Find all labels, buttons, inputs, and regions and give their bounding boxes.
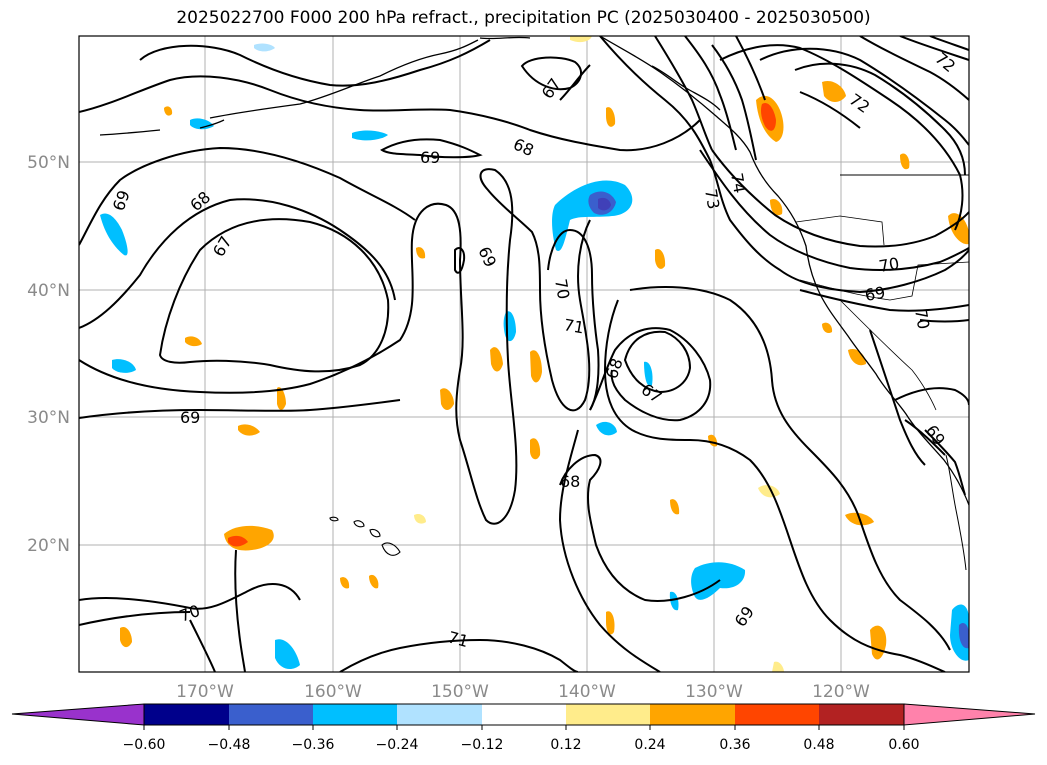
- positive-anomaly-patch: [120, 626, 132, 648]
- positive-anomaly-patch: [414, 513, 426, 524]
- coastlines: [99, 36, 969, 571]
- negative-anomaly-patch: [958, 623, 969, 649]
- positive-anomaly-patch: [369, 574, 379, 589]
- positive-anomaly-patch: [848, 348, 866, 366]
- latitude-labels: 50°N 40°N 30°N 20°N: [27, 153, 70, 556]
- colorbar-bin: [566, 704, 650, 725]
- map-frame: [78, 35, 970, 673]
- colorbar-bin: [229, 704, 313, 725]
- colorbar-tick-label: 0.36: [719, 737, 750, 753]
- negative-anomaly-patch: [190, 118, 214, 130]
- colorbar-bin: [650, 704, 735, 725]
- longitude-labels: 170°W 160°W 150°W 140°W 130°W 120°W: [176, 682, 870, 702]
- colorbar-tick-label: 0.48: [803, 737, 834, 753]
- negative-anomaly-patch: [598, 197, 611, 211]
- colorbar-bin: [735, 704, 819, 725]
- lon-label-120w: 120°W: [812, 682, 870, 702]
- colorbar-bin: [313, 704, 397, 725]
- positive-anomaly-patch: [277, 387, 286, 410]
- negative-anomaly-patch: [112, 359, 136, 373]
- positive-anomaly-patch: [772, 661, 784, 672]
- contour-label: 74: [727, 171, 749, 194]
- positive-anomaly-patch: [670, 499, 680, 515]
- negative-anomaly-patch: [352, 130, 388, 141]
- negative-anomaly-patch: [275, 639, 300, 670]
- colorbar-tick-label: −0.36: [292, 737, 335, 753]
- negative-anomaly-patch: [596, 421, 617, 436]
- positive-anomaly-patch: [822, 322, 833, 334]
- positive-anomaly-patch: [530, 438, 541, 460]
- colorbar-tick-label: 0.12: [550, 737, 581, 753]
- positive-anomaly-patch: [570, 36, 592, 43]
- positive-anomaly-patch: [770, 198, 783, 216]
- colorbar-bin: [397, 704, 482, 725]
- positive-anomaly-patch: [948, 213, 969, 245]
- chart-title: 2025022700 F000 200 hPa refract., precip…: [176, 8, 871, 28]
- colorbar-bin: [819, 704, 904, 725]
- positive-anomaly-patch: [606, 611, 615, 635]
- lon-label-140w: 140°W: [558, 682, 616, 702]
- lon-label-150w: 150°W: [431, 682, 489, 702]
- contour-label: 70: [911, 307, 933, 330]
- colorbar-under-extension: [11, 703, 145, 726]
- positive-anomaly-patch: [655, 248, 666, 269]
- positive-anomaly-patch: [900, 153, 910, 170]
- positive-anomaly-patch: [530, 350, 542, 383]
- lon-label-130w: 130°W: [685, 682, 743, 702]
- negative-anomaly-patch: [644, 361, 653, 387]
- colorbar-tick-label: 0.24: [634, 737, 665, 753]
- contour-label: 69: [420, 148, 440, 167]
- colorbar-tick-label: −0.60: [123, 737, 166, 753]
- refractivity-contours: [79, 36, 969, 672]
- lat-label-30n: 30°N: [27, 408, 70, 428]
- lat-label-40n: 40°N: [27, 281, 70, 301]
- lon-label-170w: 170°W: [176, 682, 234, 702]
- positive-anomaly-patch: [606, 107, 616, 127]
- positive-anomaly-patch: [490, 347, 503, 372]
- positive-anomaly-patch: [822, 80, 846, 102]
- contour-label: 69: [180, 408, 200, 427]
- contour-label: 70: [551, 277, 573, 300]
- positive-anomaly-patch: [228, 535, 248, 547]
- positive-anomaly-patch: [238, 424, 260, 436]
- colorbar-tick-label: −0.12: [461, 737, 504, 753]
- colorbar-tick-label: −0.24: [376, 737, 419, 753]
- positive-anomaly-patch: [340, 577, 350, 589]
- positive-anomaly-patch: [185, 336, 202, 347]
- contour-label: 69: [863, 283, 886, 305]
- positive-anomaly-patch: [758, 485, 780, 498]
- colorbar: −0.60 −0.48 −0.36 −0.24 −0.12 0.12 0.24 …: [11, 703, 1036, 753]
- colorbar-tick-label: 0.60: [888, 737, 919, 753]
- colorbar-bin: [144, 704, 229, 725]
- lon-label-160w: 160°W: [304, 682, 362, 702]
- gridlines: [79, 36, 969, 672]
- negative-anomaly-patch: [100, 213, 128, 256]
- negative-anomaly-patch: [254, 43, 275, 52]
- colorbar-bin: [482, 704, 566, 725]
- contour-label: 68: [560, 472, 580, 491]
- lat-label-20n: 20°N: [27, 536, 70, 556]
- contour-label: 70: [877, 254, 900, 276]
- positive-anomaly-patch: [416, 247, 426, 259]
- islands: [329, 516, 401, 556]
- lat-label-50n: 50°N: [27, 153, 70, 173]
- contour-label: 71: [562, 315, 585, 337]
- map-area: [79, 36, 969, 672]
- contour-label: 71: [446, 628, 471, 652]
- positive-anomaly-patch: [440, 388, 454, 410]
- contour-label: 73: [701, 187, 723, 210]
- negative-anomaly-patch: [669, 591, 679, 611]
- colorbar-tick-label: −0.48: [208, 737, 251, 753]
- positive-anomaly-patch: [761, 102, 776, 131]
- colorbar-over-extension: [903, 703, 1036, 726]
- positive-anomaly-patch: [164, 106, 173, 116]
